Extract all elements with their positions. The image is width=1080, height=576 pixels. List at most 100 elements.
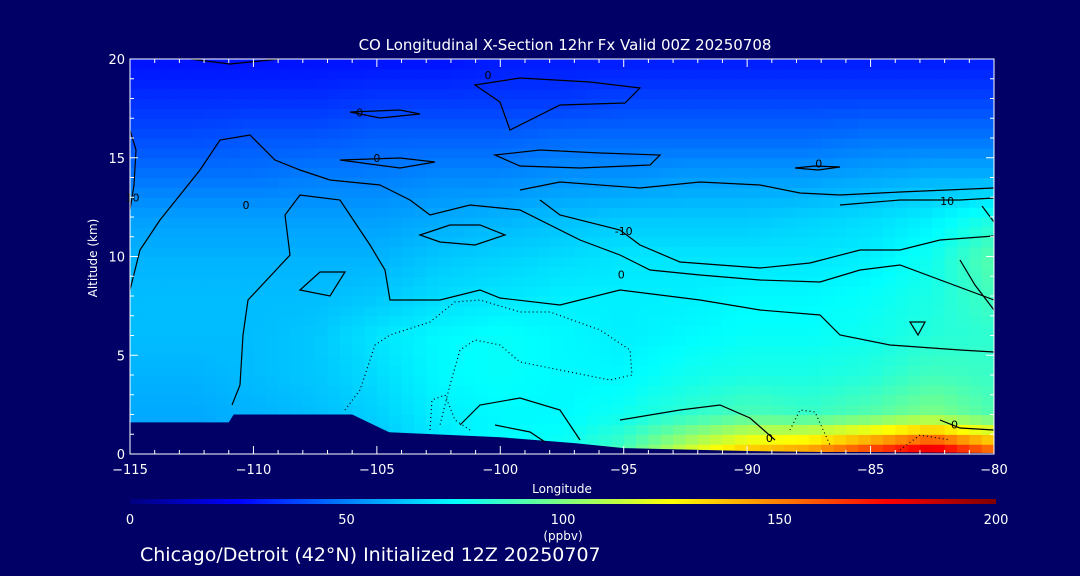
heatmap-cell <box>919 78 933 90</box>
heatmap-cell <box>599 256 612 267</box>
heatmap-cell <box>179 384 193 396</box>
heatmap-cell <box>895 345 909 356</box>
heatmap-cell <box>759 147 773 159</box>
heatmap-cell <box>327 167 341 179</box>
heatmap-cell <box>512 394 526 406</box>
heatmap-cell <box>142 296 156 307</box>
heatmap-cell <box>376 197 390 208</box>
heatmap-cell <box>734 217 748 228</box>
heatmap-cell <box>562 78 575 90</box>
heatmap-cell <box>216 167 230 179</box>
heatmap-cell <box>685 296 699 307</box>
heatmap-cell <box>858 78 872 90</box>
heatmap-cell <box>586 217 600 228</box>
heatmap-cell <box>339 59 353 70</box>
heatmap-cell <box>944 118 958 129</box>
heatmap-cell <box>882 434 896 445</box>
heatmap-cell <box>660 256 674 267</box>
heatmap-cell <box>636 167 649 179</box>
heatmap-cell <box>722 414 736 425</box>
heatmap-cell <box>364 355 378 366</box>
heatmap-cell <box>339 266 353 277</box>
heatmap-cell <box>673 187 687 198</box>
heatmap-cell <box>562 404 575 416</box>
heatmap-cell <box>463 266 477 277</box>
heatmap-cell <box>611 315 625 327</box>
heatmap-cell <box>487 335 501 346</box>
heatmap-cell <box>364 108 378 119</box>
heatmap-cell <box>858 276 872 287</box>
heatmap-cell <box>364 226 378 238</box>
heatmap-cell <box>290 246 304 258</box>
heatmap-cell <box>932 335 946 346</box>
heatmap-cell <box>932 286 946 297</box>
heatmap-cell <box>204 305 217 317</box>
heatmap-cell <box>549 128 563 139</box>
heatmap-cell <box>734 226 748 238</box>
heatmap-cell <box>278 345 292 356</box>
heatmap-cell <box>438 138 452 149</box>
heatmap-cell <box>636 187 649 198</box>
heatmap-cell <box>475 404 489 416</box>
heatmap-cell <box>648 424 662 435</box>
heatmap-cell <box>907 207 921 218</box>
heatmap-cell <box>487 325 501 337</box>
heatmap-cell <box>734 414 748 425</box>
heatmap-cell <box>574 68 588 80</box>
heatmap-cell <box>438 256 452 267</box>
heatmap-cell <box>438 147 452 159</box>
heatmap-cell <box>463 296 477 307</box>
heatmap-cell <box>450 256 464 267</box>
heatmap-cell <box>722 305 736 317</box>
heatmap-cell <box>956 444 970 454</box>
heatmap-cell <box>278 256 292 267</box>
heatmap-cell <box>969 128 983 139</box>
heatmap-cell <box>204 217 217 228</box>
heatmap-cell <box>784 365 798 376</box>
heatmap-cell <box>685 187 699 198</box>
heatmap-cell <box>204 98 217 109</box>
heatmap-cell <box>932 187 946 198</box>
heatmap-cell <box>858 147 872 159</box>
contour-line <box>130 134 994 301</box>
heatmap-cell <box>315 335 329 346</box>
heatmap-cell <box>524 256 538 267</box>
heatmap-cell <box>364 266 378 277</box>
heatmap-cell <box>512 286 526 297</box>
heatmap-cell <box>241 187 255 198</box>
heatmap-cell <box>882 167 896 179</box>
heatmap-cell <box>623 147 637 159</box>
heatmap-cell <box>130 78 143 90</box>
heatmap-cell <box>969 296 983 307</box>
heatmap-cell <box>747 207 761 218</box>
heatmap-cell <box>586 187 600 198</box>
heatmap-cell <box>771 59 785 70</box>
heatmap-cell <box>722 335 736 346</box>
heatmap-cell <box>512 414 526 425</box>
heatmap-cell <box>833 138 847 149</box>
heatmap-cell <box>524 217 538 228</box>
heatmap-cell <box>734 444 748 454</box>
heatmap-cell <box>611 246 625 258</box>
heatmap-cell <box>882 444 896 454</box>
heatmap-cell <box>722 444 736 454</box>
heatmap-cell <box>586 266 600 277</box>
heatmap-cell <box>858 256 872 267</box>
heatmap-cell <box>241 68 255 80</box>
heatmap-cell <box>858 434 872 445</box>
heatmap-cell <box>747 118 761 129</box>
heatmap-cell <box>401 365 415 376</box>
heatmap-cell <box>944 138 958 149</box>
heatmap-cell <box>858 325 872 337</box>
heatmap-cell <box>697 226 711 238</box>
heatmap-cell <box>339 118 353 129</box>
heatmap-cell <box>932 276 946 287</box>
heatmap-cell <box>426 177 440 188</box>
heatmap-cell <box>537 147 551 159</box>
heatmap-cell <box>154 305 168 317</box>
heatmap-cell <box>796 59 810 70</box>
heatmap-cell <box>426 138 440 149</box>
heatmap-cell <box>179 128 193 139</box>
heatmap-cell <box>179 187 193 198</box>
heatmap-cell <box>611 384 625 396</box>
